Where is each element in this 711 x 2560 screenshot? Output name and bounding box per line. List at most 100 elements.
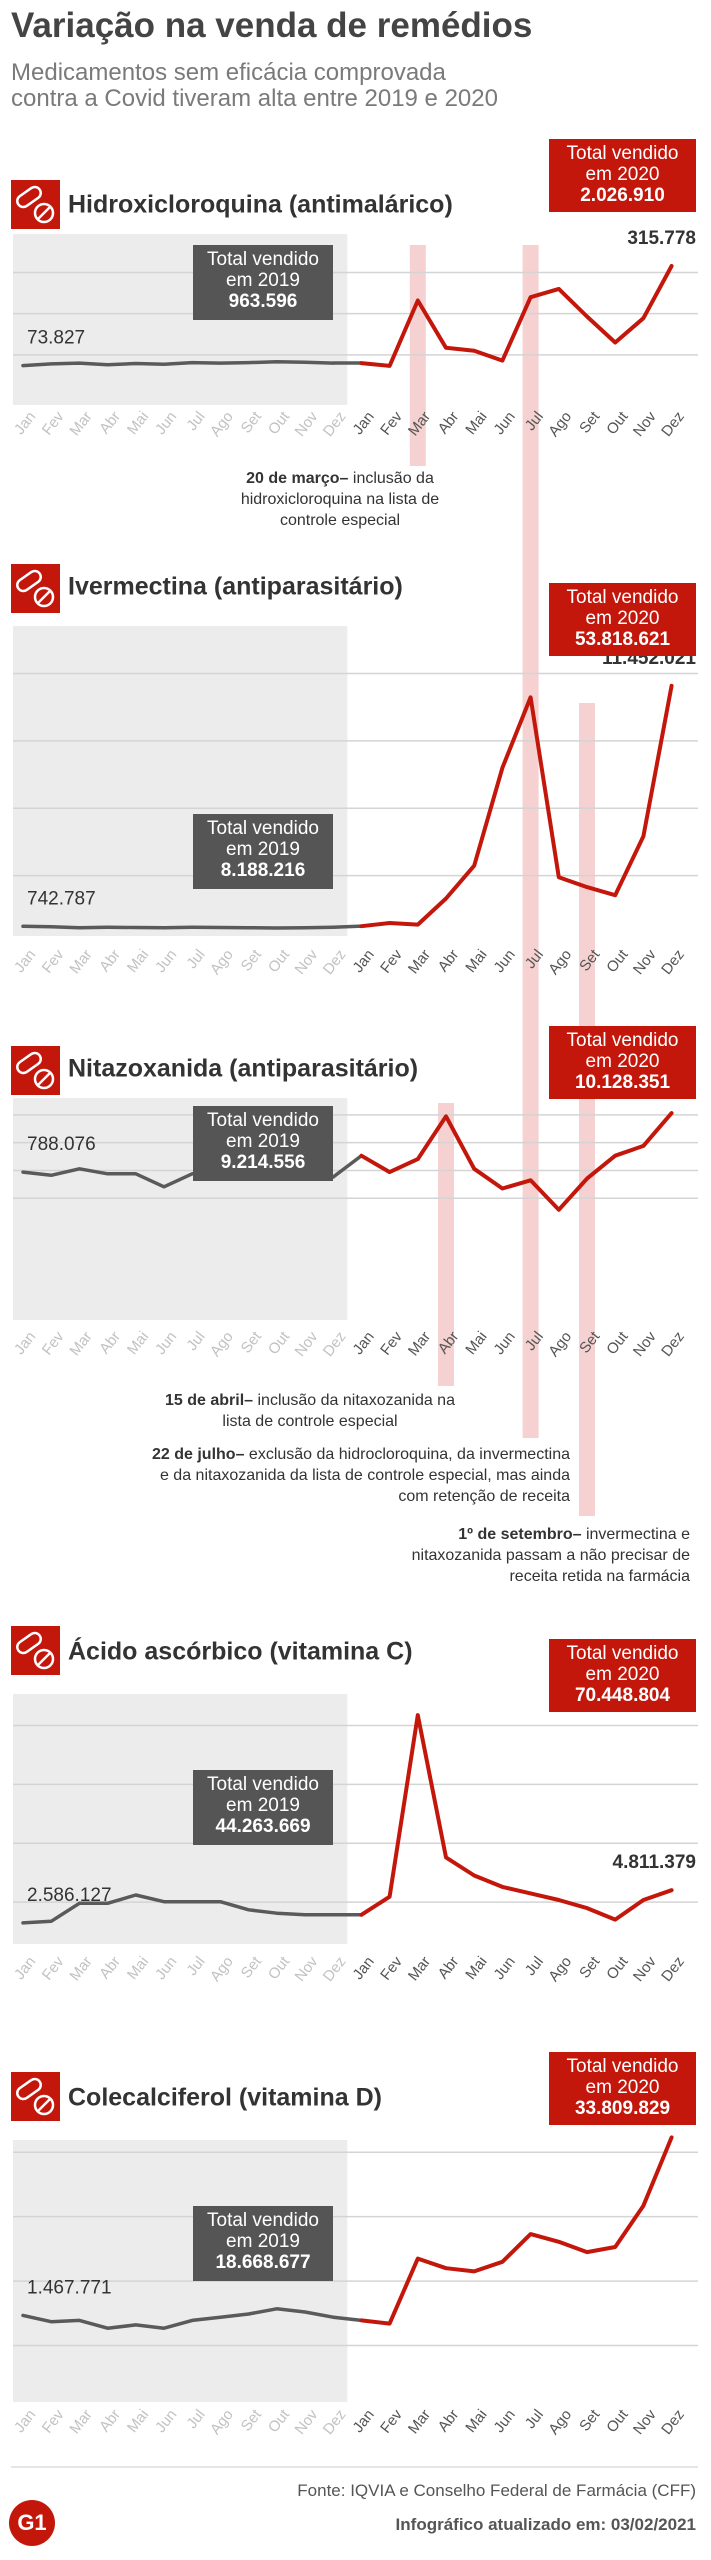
x-tick-label: Set <box>576 1953 604 1982</box>
total-box: Total vendido em 2019 44.263.669 <box>193 1770 333 1845</box>
x-tick-label: Mai <box>462 946 490 976</box>
x-tick-label: Abr <box>96 2406 124 2435</box>
value-label: 742.787 <box>27 888 96 909</box>
annotation-text: inclusão da hidroxicloroquina na lista d… <box>240 470 440 529</box>
icon-pill <box>16 2077 42 2101</box>
x-tick-label: Out <box>265 946 294 976</box>
x-tick-label: Mai <box>462 1953 490 1983</box>
x-tick-label: Abr <box>96 946 124 975</box>
total-box: Total vendido em 2019 9.214.556 <box>193 1106 333 1181</box>
x-tick-label: Nov <box>630 408 660 440</box>
total-label: Total vendido <box>207 249 319 270</box>
icon-tablet-line <box>37 206 51 220</box>
value-label: 315.778 <box>627 228 696 249</box>
total-label: em 2019 <box>226 839 300 860</box>
x-tick-label: Jun <box>152 946 180 976</box>
x-tick-label: Nov <box>292 1328 322 1360</box>
total-label: Total vendido <box>207 818 319 839</box>
highlight-band <box>438 1103 454 1386</box>
total-box: Total vendido em 2019 963.596 <box>193 245 333 320</box>
annotation: 22 de julho– exclusão da hidrocloroquina… <box>150 1444 570 1507</box>
total-label: em 2019 <box>226 2231 300 2252</box>
x-tick-label: Mai <box>124 1328 152 1358</box>
value-label: 73.827 <box>27 328 85 349</box>
total-label: Total vendido <box>566 587 679 608</box>
x-tick-label: Ago <box>207 946 237 978</box>
total-box: Total vendido em 2019 18.668.677 <box>193 2206 333 2281</box>
logo-text: G1 <box>17 2510 46 2535</box>
total-label: Total vendido <box>207 2210 319 2231</box>
x-tick-label: Nov <box>292 1953 322 1985</box>
x-tick-label: Mai <box>462 2406 490 2436</box>
x-tick-label: Jul <box>522 1953 547 1979</box>
total-label: Total vendido <box>566 1030 679 1051</box>
x-tick-label: Ago <box>545 408 575 440</box>
annotation-date: 22 de julho– <box>152 1446 245 1463</box>
total-value: 2.026.910 <box>580 185 665 206</box>
chart-title: Hidroxicloroquina (antimalárico) <box>68 190 453 219</box>
x-tick-label: Abr <box>435 946 463 975</box>
x-tick-label: Dez <box>658 2406 688 2437</box>
x-tick-label: Mar <box>405 1953 434 1984</box>
icon-pill <box>16 185 42 209</box>
x-tick-label: Fev <box>377 1328 406 1359</box>
total-box: Total vendido em 2020 2.026.910 <box>549 139 696 212</box>
x-tick-label: Mar <box>405 946 434 977</box>
x-tick-label: Jan <box>11 1328 39 1358</box>
x-tick-label: Ago <box>545 1953 575 1985</box>
line-2020 <box>359 1713 674 1922</box>
x-tick-label: Dez <box>320 946 350 977</box>
x-tick-label: Fev <box>39 1328 68 1359</box>
x-tick-label: Abr <box>435 408 463 437</box>
x-tick-label: Mar <box>405 2406 434 2437</box>
x-tick-label: Ago <box>545 2406 575 2438</box>
line-2020 <box>359 683 674 929</box>
line-connector <box>332 1154 363 1179</box>
x-tick-label: Mai <box>124 1953 152 1983</box>
x-tick-label: Dez <box>320 1953 350 1984</box>
drug-icon <box>11 1046 60 1095</box>
x-tick-label: Jun <box>490 408 518 438</box>
line-2020 <box>359 2135 674 2326</box>
icon-pill <box>16 569 42 593</box>
icon-tablet <box>33 1648 55 1670</box>
total-value: 8.188.216 <box>220 860 306 881</box>
x-tick-label: Jul <box>183 2406 208 2432</box>
x-tick-label: Set <box>238 1953 266 1982</box>
x-tick-label: Jan <box>349 1953 377 1983</box>
x-tick-label: Out <box>603 408 632 438</box>
updated: Infográfico atualizado em: 03/02/2021 <box>395 2515 696 2534</box>
line-2019 <box>21 360 335 368</box>
x-tick-label: Jun <box>152 1328 180 1358</box>
total-label: em 2020 <box>585 164 660 185</box>
x-tick-label: Out <box>265 408 294 438</box>
annotation: 15 de abril– inclusão da nitaxozanida na… <box>155 1390 465 1432</box>
value-label: 788.076 <box>27 1134 96 1155</box>
total-box: Total vendido em 2020 10.128.351 <box>549 1026 696 1099</box>
total-value: 18.668.677 <box>215 2252 311 2273</box>
total-value: 70.448.804 <box>574 1685 671 1706</box>
x-tick-label: Out <box>265 2406 294 2436</box>
x-tick-label: Nov <box>630 946 660 978</box>
x-tick-label: Out <box>603 2406 632 2436</box>
x-tick-label: Jan <box>11 1953 39 1983</box>
icon-tablet-line <box>37 2098 51 2112</box>
x-tick-label: Jun <box>152 2406 180 2436</box>
line-connector <box>333 924 362 930</box>
x-tick-label: Mar <box>66 946 95 977</box>
x-tick-label: Mar <box>405 408 434 439</box>
x-tick-label: Dez <box>658 946 688 977</box>
x-tick-label: Nov <box>292 946 322 978</box>
total-value: 33.809.829 <box>574 2098 671 2119</box>
x-tick-label: Abr <box>96 408 124 437</box>
annotation: 1º de setembro– invermectina e nitaxozan… <box>408 1524 690 1587</box>
x-tick-label: Jan <box>11 946 39 976</box>
page-title: Variação na venda de remédios <box>11 6 533 45</box>
icon-tablet-line <box>37 1652 51 1666</box>
x-tick-label: Set <box>576 408 604 437</box>
annotation: 20 de março– inclusão da hidroxicloroqui… <box>220 468 460 531</box>
x-tick-label: Fev <box>39 408 68 439</box>
x-tick-label: Jul <box>522 2406 547 2432</box>
icon-tablet <box>33 586 55 608</box>
